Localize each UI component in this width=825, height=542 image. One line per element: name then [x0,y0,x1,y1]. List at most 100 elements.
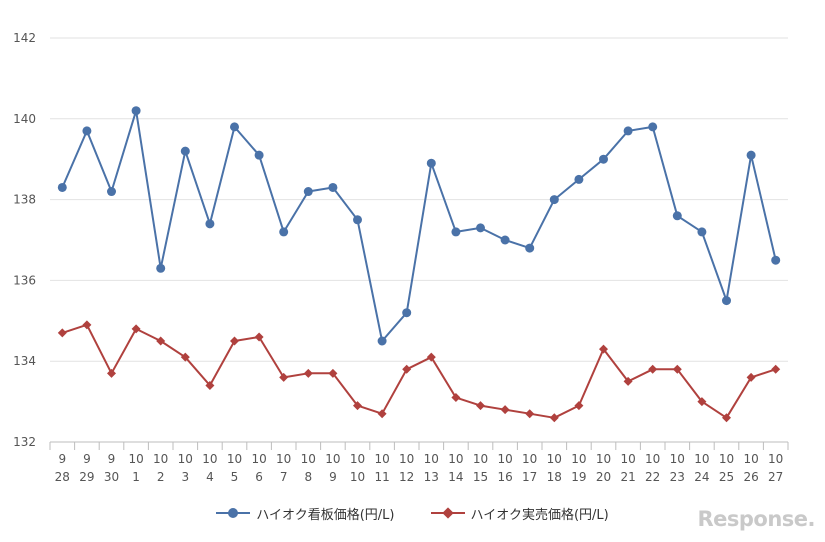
legend: ハイオク看板価格(円/L) ハイオク実売価格(円/L) [0,500,825,526]
data-point[interactable] [303,187,313,197]
data-point[interactable] [476,223,485,233]
x-tick-label-day: 13 [424,470,439,484]
data-point[interactable] [648,122,658,132]
x-tick-label-day: 14 [448,470,463,484]
y-tick-label: 140 [13,112,36,126]
data-point[interactable] [230,336,239,346]
x-tick-label-month: 10 [350,452,365,466]
data-point[interactable] [57,182,67,192]
data-point[interactable] [549,413,559,423]
x-tick-label-day: 10 [350,470,365,484]
data-point[interactable] [476,401,485,411]
data-point[interactable] [107,187,116,197]
data-point[interactable] [82,320,92,330]
data-point[interactable] [131,324,141,334]
response-logo: Response. [697,504,815,534]
data-point[interactable] [131,106,141,116]
x-tick-label-month: 10 [399,452,414,466]
data-point[interactable] [771,364,781,374]
x-tick-label-day: 15 [473,470,488,484]
data-point[interactable] [623,376,633,386]
x-tick-label-month: 10 [178,452,193,466]
data-point[interactable] [746,150,756,160]
x-tick-label-day: 12 [399,470,414,484]
data-point[interactable] [254,332,264,342]
data-point[interactable] [402,308,412,318]
data-point[interactable] [156,336,166,346]
x-tick-label-month: 10 [448,452,463,466]
data-point[interactable] [500,235,510,245]
x-tick-label-day: 18 [547,470,562,484]
x-tick-label-month: 9 [58,452,66,466]
x-tick-label-day: 4 [206,470,214,484]
data-point[interactable] [549,195,559,205]
data-point[interactable] [525,409,535,419]
data-point[interactable] [254,150,264,160]
data-point[interactable] [574,401,584,411]
data-point[interactable] [279,372,289,382]
data-point[interactable] [648,364,658,374]
data-point[interactable] [623,126,633,136]
data-point[interactable] [451,393,461,403]
data-point[interactable] [672,211,682,221]
legend-item-actual-price[interactable]: ハイオク実売価格(円/L) [430,504,609,523]
data-point[interactable] [230,122,239,132]
series-line-1 [61,323,777,419]
x-tick-label-month: 10 [227,452,242,466]
data-point[interactable] [205,219,215,229]
data-point[interactable] [771,255,781,265]
data-point[interactable] [328,368,338,378]
data-point[interactable] [697,397,707,407]
data-point[interactable] [377,336,387,346]
x-tick-label-month: 10 [571,452,586,466]
data-point[interactable] [205,380,215,390]
data-point[interactable] [57,328,67,338]
data-point[interactable] [525,243,535,253]
data-point[interactable] [377,409,387,419]
data-point[interactable] [500,405,510,415]
x-tick-label-month: 10 [620,452,635,466]
data-point[interactable] [599,344,608,354]
x-tick-label-day: 27 [768,470,783,484]
data-point[interactable] [107,368,116,378]
x-tick-label-month: 9 [108,452,116,466]
data-point[interactable] [279,227,289,237]
data-point[interactable] [353,401,362,411]
x-tick-label-month: 10 [325,452,340,466]
data-point[interactable] [451,227,461,237]
legend-label-actual-price: ハイオク実売価格(円/L) [470,507,609,523]
x-tick-label-month: 10 [547,452,562,466]
data-point[interactable] [672,364,682,374]
x-tick-label-day: 22 [645,470,660,484]
data-point[interactable] [82,126,92,136]
x-tick-label-day: 11 [374,470,389,484]
data-point[interactable] [697,227,707,237]
data-point[interactable] [722,296,731,306]
x-tick-label-day: 26 [743,470,758,484]
data-point[interactable] [574,174,584,184]
x-tick-label-month: 10 [301,452,316,466]
data-point[interactable] [180,146,190,156]
x-tick-label-day: 28 [55,470,70,484]
data-point[interactable] [746,372,756,382]
grid-lines [49,37,789,450]
data-point[interactable] [599,154,608,164]
x-tick-label-month: 10 [670,452,685,466]
x-tick-label-day: 20 [596,470,611,484]
data-point[interactable] [303,368,313,378]
legend-item-list-price[interactable]: ハイオク看板価格(円/L) [216,504,395,523]
x-axis-ticks: 9 28 9 29 9 30 10 1 10 2 10 3 10 4 10 5 10 6 10 7 10 8 10 9 10 10… [55,452,784,484]
data-point[interactable] [328,182,338,192]
data-point[interactable] [426,158,436,168]
x-tick-label-day: 24 [694,470,709,484]
x-tick-label-month: 10 [276,452,291,466]
data-point[interactable] [180,352,190,362]
y-tick-label: 134 [13,354,36,368]
data-point[interactable] [426,352,436,362]
x-tick-label-month: 10 [497,452,512,466]
data-point[interactable] [722,413,731,423]
x-tick-label-month: 10 [202,452,217,466]
data-point[interactable] [402,364,412,374]
data-point[interactable] [353,215,362,225]
data-point[interactable] [156,263,166,273]
